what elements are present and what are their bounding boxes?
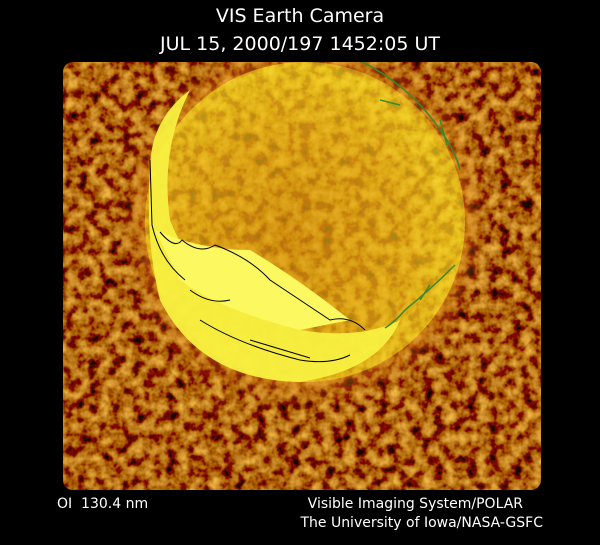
credit: The University of Iowa/NASA-GSFC (299, 515, 543, 531)
image (63, 62, 541, 490)
subtitle: JUL 15, 2000/197 1452:05 UT (159, 33, 440, 55)
instrument: Visible Imaging System/POLAR (308, 496, 524, 512)
title: VIS Earth Camera (216, 5, 384, 27)
wavelength: OI 130.4 nm (57, 496, 148, 512)
